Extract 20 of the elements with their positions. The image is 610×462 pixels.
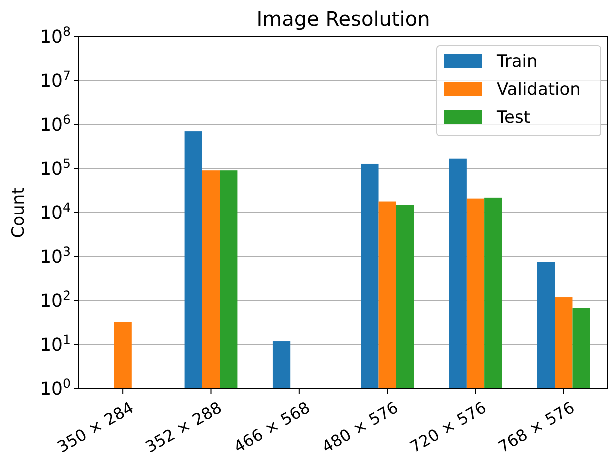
y-tick-label: 10$^{3}$	[40, 244, 71, 268]
y-tick-label: 10$^{8}$	[40, 24, 71, 48]
y-tick-label: 10$^{1}$	[40, 332, 71, 356]
x-tick-label: 466 × 568	[230, 398, 314, 457]
legend-label: Train	[496, 52, 538, 72]
legend-label: Validation	[497, 80, 581, 100]
y-axis-title: Count	[9, 187, 29, 238]
y-tick-label: 10$^{5}$	[40, 156, 71, 180]
y-tick-label: 10$^{4}$	[40, 200, 71, 224]
x-tick-label: 350 × 284	[54, 398, 138, 457]
y-tick-label: 10$^{6}$	[40, 112, 71, 136]
y-tick-label: 10$^{7}$	[40, 68, 71, 92]
chart-title: Image Resolution	[256, 7, 430, 31]
y-tick-label: 10$^{2}$	[40, 288, 71, 312]
x-tick-label: 768 × 576	[495, 398, 578, 457]
legend-label: Test	[496, 108, 531, 128]
x-tick-label: 720 × 576	[406, 398, 490, 457]
x-tick-label: 480 × 576	[318, 398, 402, 457]
y-tick-label: 10$^{0}$	[40, 376, 71, 400]
x-tick-label: 352 × 288	[142, 398, 226, 457]
